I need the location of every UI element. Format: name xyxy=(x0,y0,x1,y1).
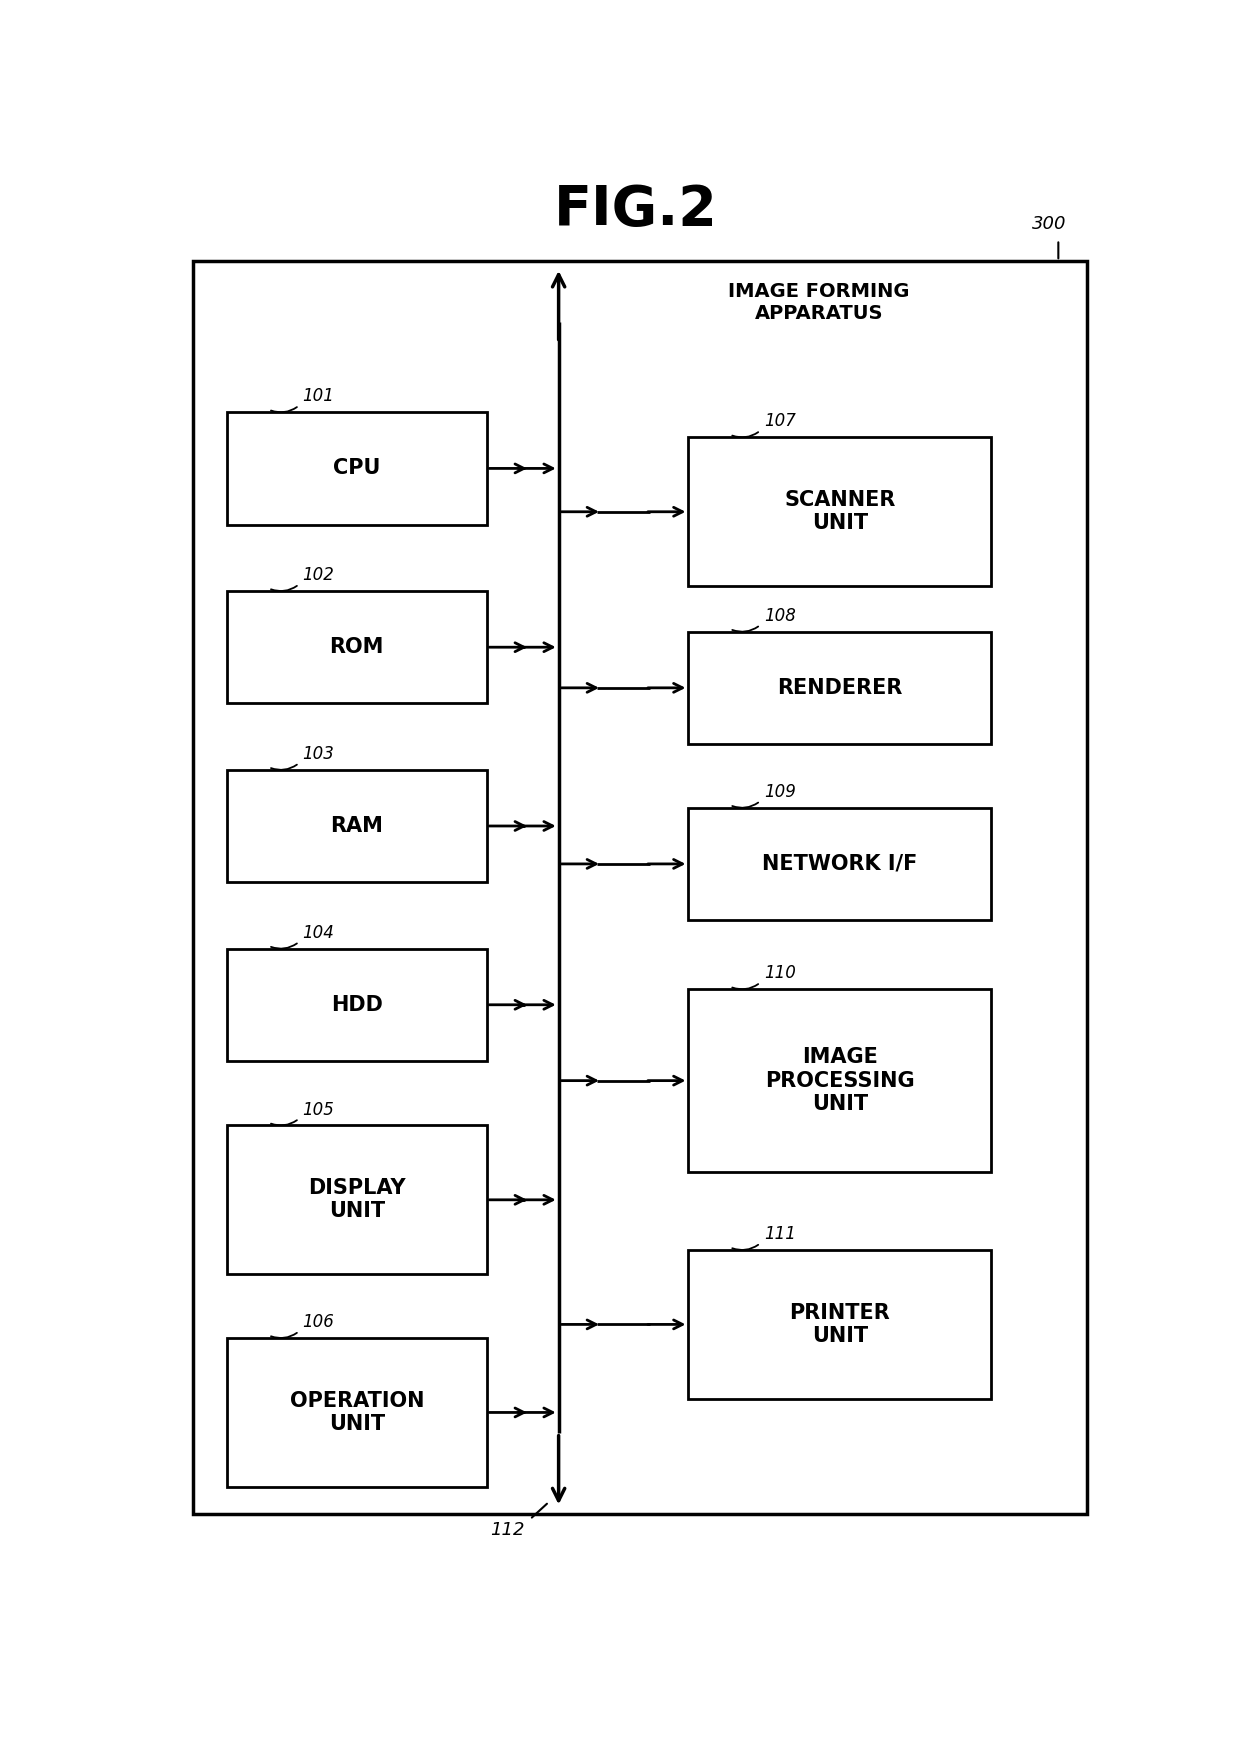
Bar xyxy=(227,412,486,524)
Text: 107: 107 xyxy=(764,413,796,431)
Text: 106: 106 xyxy=(303,1314,335,1332)
Text: SCANNER
UNIT: SCANNER UNIT xyxy=(784,491,895,533)
Bar xyxy=(227,1339,486,1486)
Bar xyxy=(688,807,991,920)
Text: PRINTER
UNIT: PRINTER UNIT xyxy=(790,1303,890,1346)
Text: 109: 109 xyxy=(764,783,796,800)
Bar xyxy=(688,438,991,586)
Bar xyxy=(688,1251,991,1398)
Text: 105: 105 xyxy=(303,1101,335,1119)
Bar xyxy=(227,770,486,883)
Bar xyxy=(227,591,486,704)
Bar xyxy=(688,631,991,744)
Text: 104: 104 xyxy=(303,923,335,941)
Text: IMAGE FORMING
APPARATUS: IMAGE FORMING APPARATUS xyxy=(728,281,910,322)
Bar xyxy=(227,1126,486,1274)
Text: 300: 300 xyxy=(1032,215,1066,232)
Text: IMAGE
PROCESSING
UNIT: IMAGE PROCESSING UNIT xyxy=(765,1047,915,1113)
Text: FIG.2: FIG.2 xyxy=(553,183,718,237)
Text: 102: 102 xyxy=(303,566,335,584)
Text: OPERATION
UNIT: OPERATION UNIT xyxy=(290,1391,424,1434)
Text: 111: 111 xyxy=(764,1226,796,1244)
Text: 110: 110 xyxy=(764,964,796,983)
Text: 103: 103 xyxy=(303,746,335,763)
Text: CPU: CPU xyxy=(334,459,381,478)
Text: ROM: ROM xyxy=(330,637,384,658)
Text: DISPLAY
UNIT: DISPLAY UNIT xyxy=(308,1179,405,1221)
Text: NETWORK I/F: NETWORK I/F xyxy=(763,853,918,874)
Text: 112: 112 xyxy=(491,1522,525,1539)
Bar xyxy=(227,948,486,1061)
Text: HDD: HDD xyxy=(331,996,383,1015)
Bar xyxy=(688,989,991,1171)
Text: 108: 108 xyxy=(764,607,796,624)
Text: RAM: RAM xyxy=(330,816,383,836)
Text: 101: 101 xyxy=(303,387,335,405)
Text: RENDERER: RENDERER xyxy=(777,677,903,698)
